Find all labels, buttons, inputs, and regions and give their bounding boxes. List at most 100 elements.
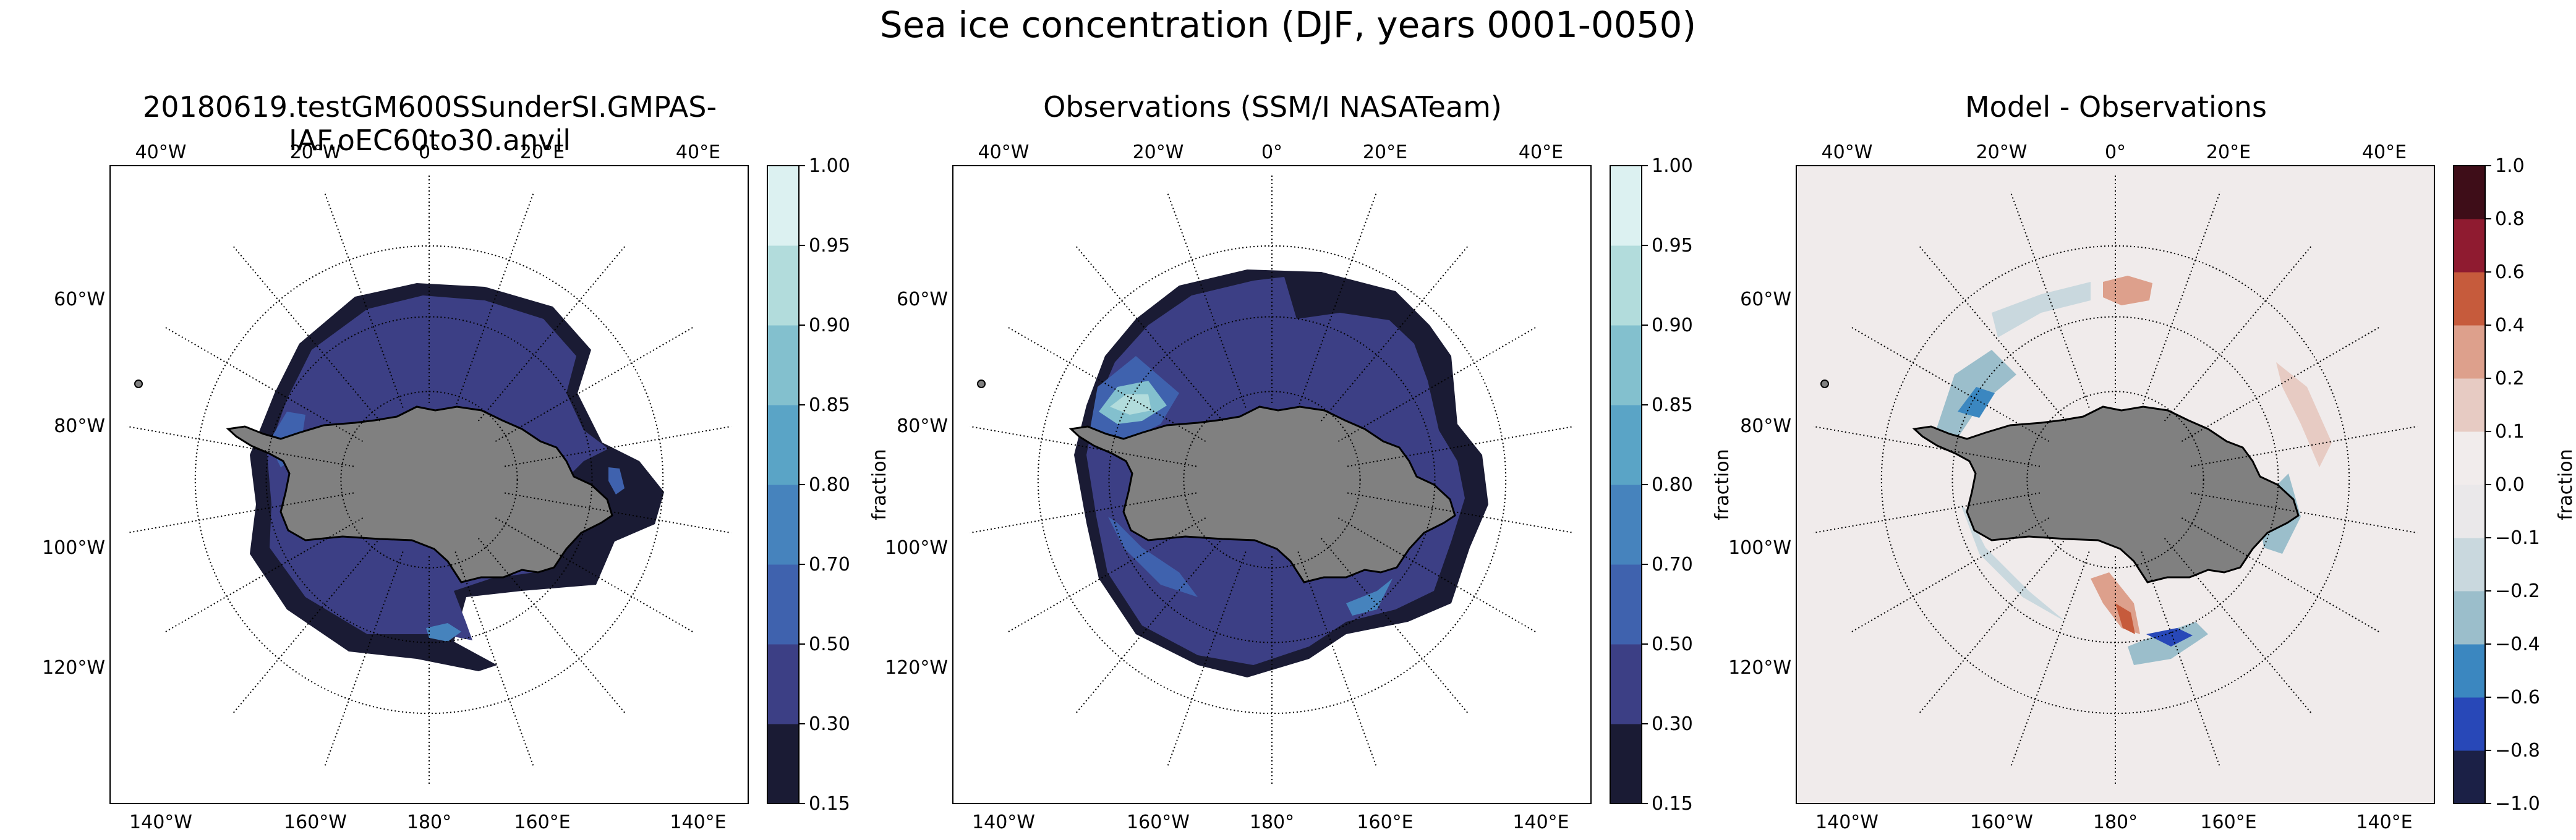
lon-label-top-4: 20°E: [1363, 142, 1407, 163]
lon-label-bottom-3: 180°: [407, 812, 451, 833]
diff-patch-neg-weddell-core: [1958, 387, 1995, 418]
meridian-line-16: [1849, 326, 2050, 442]
colorbar-tick-label-5: 0.80: [1652, 474, 1693, 496]
figure-suptitle: Sea ice concentration (DJF, years 0001-0…: [879, 4, 1697, 46]
lon-label-left-3: 100°W: [1728, 537, 1791, 559]
panel-title-difference: Model - Observations: [1964, 90, 2267, 124]
lon-label-left-1: 60°W: [54, 289, 105, 310]
lon-label-top-1: 40°W: [1822, 142, 1873, 163]
colorbar-tick-label-13: 1.0: [2495, 155, 2525, 177]
lon-label-top-1: 40°W: [978, 142, 1030, 163]
meridian-line-4: [495, 326, 696, 442]
diff-patch-neg-north: [1992, 282, 2091, 337]
colorbar-segment-4: [767, 485, 799, 565]
meridian-line-8: [477, 538, 627, 715]
colorbar-tick-label-2: 0.30: [809, 713, 850, 735]
map-frame: [109, 165, 749, 804]
meridian-line-14: [127, 492, 354, 534]
colorbar-segment-1: [767, 724, 799, 804]
colorbar-tick-label-1: 0.15: [809, 793, 850, 815]
gridlines: [127, 173, 731, 786]
diff-patch-pos-east: [2276, 362, 2332, 467]
lon-label-top-4: 20°E: [2206, 142, 2251, 163]
colorbar-tick-label-9: 0.2: [2495, 368, 2525, 389]
meridian-line-7: [1337, 517, 1538, 634]
colorbar-segment-1: [2454, 750, 2485, 804]
colorbar-tick-label-4: −0.4: [2495, 634, 2540, 655]
antarctica-land: [1912, 405, 2300, 583]
colorbar-tick-label-10: 0.4: [2495, 315, 2525, 336]
colorbar-tick-label-6: −0.1: [2495, 527, 2540, 549]
colorbar-label: fraction: [869, 449, 890, 520]
antarctica-land: [226, 405, 613, 583]
colorbar-tick-label-3: 0.50: [1652, 634, 1693, 655]
lon-label-left-1: 60°W: [1740, 289, 1791, 310]
lon-label-bottom-4: 160°E: [2200, 812, 2256, 833]
meridian-line-8: [2164, 538, 2313, 715]
colorbar-segment-12: [2454, 166, 2485, 219]
panel-title-observations: Observations (SSM/I NASATeam): [1043, 90, 1502, 124]
colorbar-segment-10: [2454, 272, 2485, 326]
lon-label-bottom-4: 160°E: [1357, 812, 1413, 833]
ice-band-070-080: [426, 623, 461, 642]
meridian-line-13: [163, 517, 364, 634]
colorbar-tick-label-5: −0.2: [2495, 580, 2540, 602]
colorbar-segment-2: [2454, 697, 2485, 751]
lon-label-top-2: 20°W: [290, 142, 341, 163]
map-panel-3: 40°W 20°W 0° 20°E 40°E 140°W 160°W 180° 160°E 140…: [1728, 142, 2576, 833]
colorbar-segment-11: [2454, 219, 2485, 273]
meridian-line-3: [2164, 244, 2313, 422]
colorbar-tick-label-8: 0.95: [809, 235, 850, 257]
meridian-line-5: [1347, 425, 1574, 467]
colorbar-tick-label-6: 0.85: [809, 394, 850, 416]
lon-label-left-3: 100°W: [42, 537, 105, 559]
meridian-line-4: [1337, 326, 1538, 442]
meridian-line-3: [477, 244, 627, 422]
colorbar-segment-8: [1610, 166, 1642, 246]
lon-label-bottom-5: 140°E: [1512, 812, 1569, 833]
meridian-line-15: [127, 425, 354, 467]
diff-patch-neg-south-core: [2146, 628, 2193, 647]
colorbar-tick-label-4: 0.70: [809, 554, 850, 575]
colorbar-segment-2: [1610, 644, 1642, 724]
latitude-circle-2: [1108, 316, 1436, 643]
meridian-line-7: [2181, 517, 2382, 634]
meridian-line-11: [1166, 551, 1247, 768]
colorbar-segment-7: [767, 245, 799, 326]
meridian-line-6: [504, 492, 731, 534]
colorbar-tick-label-7: 0.90: [1652, 315, 1693, 336]
lon-label-top-1: 40°W: [135, 142, 187, 163]
ice-band-070-080-east: [1346, 579, 1392, 616]
meridian-line-4: [2181, 326, 2382, 442]
ice-band-050-070-ross: [1108, 517, 1198, 597]
colorbar-tick-label-2: −0.8: [2495, 740, 2540, 762]
meridian-line-13: [1005, 517, 1206, 634]
colorbar-segment-9: [2454, 325, 2485, 379]
lon-label-bottom-5: 140°E: [2356, 812, 2412, 833]
meridian-line-3: [1320, 244, 1470, 422]
island-falklands: [977, 380, 986, 388]
latitude-circle-2: [265, 316, 593, 643]
meridian-line-18: [2010, 191, 2090, 408]
map-frame: [1796, 165, 2435, 804]
ice-band-090-095: [1110, 394, 1151, 415]
meridian-line-7: [495, 517, 696, 634]
colorbar-tick-label-1: 0.15: [1652, 793, 1693, 815]
gridlines: [970, 173, 1574, 786]
colorbar-segment-4: [2454, 591, 2485, 645]
colorbar-segment-1: [1610, 724, 1642, 804]
colorbar-segment-6: [767, 325, 799, 405]
lon-label-left-4: 120°W: [42, 657, 105, 679]
meridian-line-9: [454, 551, 535, 768]
meridian-line-6: [2190, 492, 2418, 534]
lon-label-top-3: 0°: [1261, 142, 1282, 163]
lon-label-top-5: 40°E: [1519, 142, 1563, 163]
lon-label-bottom-2: 160°W: [284, 812, 347, 833]
meridian-line-5: [2190, 425, 2418, 467]
meridian-line-14: [1813, 492, 2041, 534]
meridian-line-15: [970, 425, 1197, 467]
lon-label-top-5: 40°E: [2362, 142, 2407, 163]
meridian-line-12: [231, 538, 381, 715]
lon-label-left-2: 80°W: [897, 415, 948, 437]
meridian-line-12: [1074, 538, 1224, 715]
